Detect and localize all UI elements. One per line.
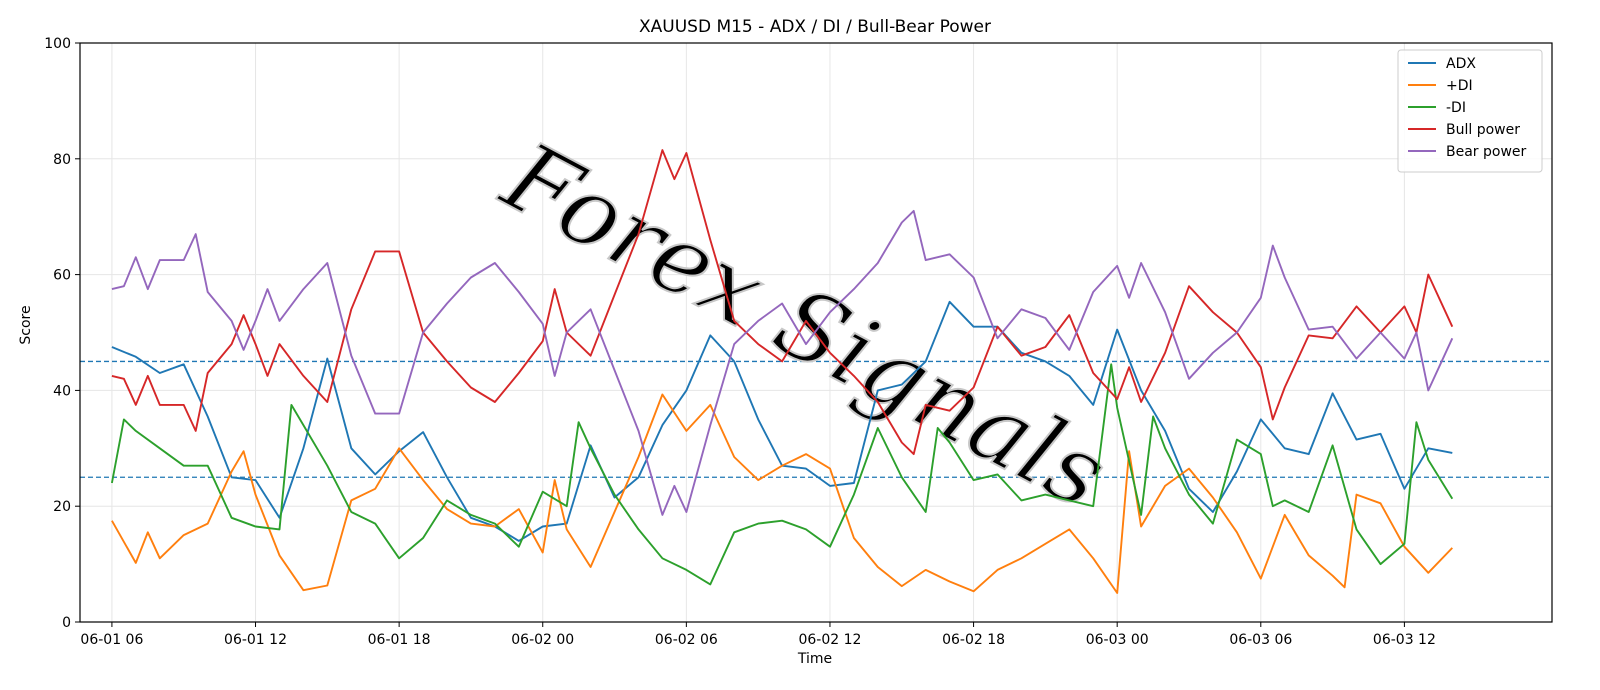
y-tick-label: 80 bbox=[53, 152, 71, 168]
y-tick-label: 60 bbox=[53, 268, 71, 284]
x-tick-label: 06-02 18 bbox=[942, 632, 1005, 648]
x-tick-label: 06-03 06 bbox=[1229, 632, 1292, 648]
legend: ADX +DI -DI Bull power Bear power bbox=[1397, 49, 1543, 173]
x-axis-label: Time bbox=[797, 651, 832, 667]
x-tick-label: 06-01 12 bbox=[224, 632, 287, 648]
legend-label: -DI bbox=[1446, 100, 1466, 116]
grid bbox=[80, 42, 1552, 623]
y-axis-label: Score bbox=[18, 305, 34, 344]
series-lines bbox=[110, 149, 1454, 594]
plot-frame bbox=[79, 42, 1553, 623]
series-line-4 bbox=[111, 209, 1454, 516]
x-tick-label: 06-02 06 bbox=[655, 632, 718, 648]
chart-title: XAUUSD M15 - ADX / DI / Bull-Bear Power bbox=[639, 17, 991, 37]
y-tick-label: 40 bbox=[53, 383, 71, 399]
legend-label: +DI bbox=[1446, 78, 1473, 94]
threshold-lines bbox=[80, 360, 1552, 478]
series-line-2 bbox=[110, 363, 1454, 586]
x-tick-label: 06-03 00 bbox=[1086, 632, 1149, 648]
y-tick-label: 20 bbox=[53, 499, 71, 515]
legend-box bbox=[1397, 49, 1543, 173]
x-tick-label: 06-02 00 bbox=[511, 632, 574, 648]
x-tick-label: 06-02 12 bbox=[798, 632, 861, 648]
y-axis-ticks: 0 20 40 60 80 100 bbox=[44, 36, 80, 631]
y-tick-label: 100 bbox=[44, 36, 71, 52]
x-axis-ticks: 06-01 06 06-01 12 06-01 18 06-02 00 06-02 06… bbox=[80, 622, 1436, 648]
x-tick-label: 06-01 18 bbox=[368, 632, 431, 648]
y-tick-label: 0 bbox=[62, 615, 71, 631]
legend-label: ADX bbox=[1446, 56, 1476, 72]
legend-label: Bull power bbox=[1446, 122, 1520, 138]
legend-label: Bear power bbox=[1446, 144, 1527, 160]
series-line-1 bbox=[111, 393, 1453, 594]
x-tick-label: 06-01 06 bbox=[80, 632, 143, 648]
x-tick-label: 06-03 12 bbox=[1373, 632, 1436, 648]
